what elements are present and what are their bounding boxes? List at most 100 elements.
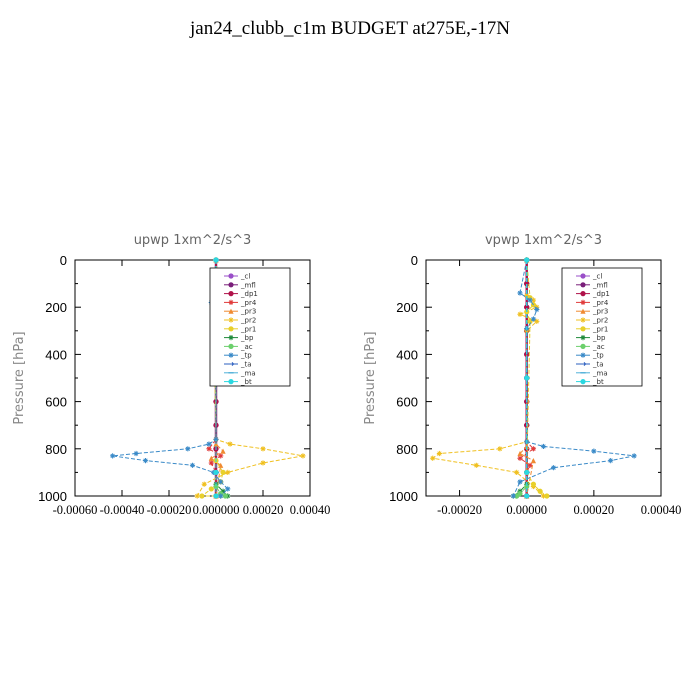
data-point-pr1: [530, 481, 537, 487]
data-point-pr4: [206, 446, 212, 452]
y-tick-label: 200: [45, 300, 67, 315]
data-point-pr2: [436, 450, 443, 457]
data-point-dp1: [524, 281, 530, 287]
data-point-dp1: [524, 304, 530, 310]
legend-label: _mfl: [240, 281, 256, 289]
legend-marker: [580, 299, 586, 305]
legend-label: _bt: [240, 378, 252, 386]
data-point-bt: [524, 469, 530, 475]
legend-marker: [228, 326, 234, 332]
x-tick-label: -0.00060: [53, 503, 98, 517]
panel-2: vpwp 1xm^2/s^3 Pressure [hPa] 0 200 400 600 80…: [363, 233, 681, 517]
data-point-tp: [527, 297, 533, 303]
y-tick-label: 600: [396, 395, 418, 410]
data-point-pr2: [227, 441, 233, 447]
legend-marker: [228, 352, 234, 358]
data-point-tp: [185, 446, 191, 452]
data-point-pr1: [220, 469, 226, 475]
legend-label: _bp: [240, 334, 254, 342]
data-point-tp: [142, 458, 149, 464]
data-point-pr1: [537, 488, 543, 494]
x-tick-label: 0.00020: [243, 503, 284, 517]
y-tick-label: 1000: [38, 489, 67, 504]
legend-label: _pr1: [240, 325, 256, 333]
legend-marker: [228, 343, 234, 349]
legend-marker: [580, 326, 586, 332]
data-point-ac: [514, 493, 520, 499]
data-point-bt: [524, 375, 530, 381]
legend-label: _cl: [240, 273, 250, 281]
data-point-bt: [524, 493, 530, 499]
legend-marker: [580, 308, 586, 314]
x-tick-label: -0.00020: [437, 503, 482, 517]
panel-1: upwp 1xm^2/s^3 Pressure [hPa] 0 200 400 600 80…: [12, 233, 330, 517]
data-point-pr3: [213, 441, 219, 447]
data-point-tp: [540, 443, 547, 450]
data-point-pr2: [540, 493, 547, 499]
legend-marker: [228, 362, 235, 366]
data-point-pr2: [300, 453, 306, 459]
data-point-pr4: [517, 455, 523, 461]
data-point-pr1: [527, 318, 533, 324]
data-point-tp: [206, 441, 212, 447]
data-point-tp: [530, 316, 537, 322]
legend-label: _bt: [592, 378, 604, 386]
data-point-pr2: [530, 297, 537, 303]
legend-marker: [580, 343, 586, 349]
y-tick-label: 800: [45, 442, 67, 457]
data-point-pr2: [497, 446, 503, 452]
legend-label: _pr3: [240, 308, 256, 316]
data-point-pr2: [260, 446, 266, 452]
legend-label: _ac: [240, 343, 253, 351]
data-point-pr2: [473, 462, 479, 468]
legend-marker: [580, 335, 586, 341]
data-point-tp: [218, 479, 224, 485]
panel-title: upwp 1xm^2/s^3: [134, 233, 252, 248]
y-axis-label: Pressure [hPa]: [363, 331, 378, 424]
legend-label: _dp1: [240, 290, 258, 298]
legend-label: _ac: [592, 343, 605, 351]
data-point-bt: [213, 257, 219, 263]
data-point-tp: [218, 493, 224, 499]
data-point-tp: [591, 448, 597, 454]
data-point-pr1: [544, 493, 550, 499]
legend-marker: [228, 273, 234, 279]
series-line-pr3: [519, 260, 534, 497]
legend-label: _pr2: [240, 317, 256, 325]
legend: _cl_mfl_dp1_pr4_pr3_pr2_pr1_bp_ac_tp_ta_…: [209, 267, 291, 387]
legend-marker: [228, 308, 234, 314]
data-point-pr1: [208, 486, 214, 492]
data-point-pr2: [524, 292, 530, 298]
legend-box: [561, 267, 643, 387]
legend-marker: [228, 379, 234, 385]
data-point-pr2: [260, 460, 266, 466]
y-tick-label: 200: [396, 300, 418, 315]
data-point-pr3: [517, 450, 523, 457]
legend-label: _mfl: [592, 281, 608, 289]
data-point-pr3: [530, 458, 537, 464]
data-point-bt: [524, 257, 530, 263]
series-line-ac: [516, 260, 528, 497]
legend-label: _bp: [592, 334, 606, 342]
legend-marker: [580, 379, 586, 385]
data-point-pr1: [199, 493, 205, 499]
legend-label: _tp: [592, 352, 604, 360]
y-tick-label: 600: [45, 395, 67, 410]
data-point-tp: [517, 479, 523, 485]
legend-label: _dp1: [592, 290, 610, 298]
y-tick-label: 0: [411, 253, 418, 268]
x-tick-label: 0.00020: [574, 503, 615, 517]
legend-label: _ta: [592, 361, 604, 369]
y-axis-label: Pressure [hPa]: [12, 331, 27, 424]
data-point-pr2: [194, 493, 200, 499]
data-point-pr2: [534, 318, 540, 324]
x-tick-label: 0.00040: [290, 503, 331, 517]
data-point-bp: [220, 488, 226, 494]
data-point-pr4: [218, 453, 224, 459]
data-point-tp: [517, 290, 523, 296]
y-tick-label: 400: [396, 347, 418, 362]
legend-marker: [580, 352, 586, 358]
x-tick-label: -0.00020: [147, 503, 192, 517]
panel-title: vpwp 1xm^2/s^3: [485, 233, 602, 248]
x-tick-label: 0.00000: [506, 503, 547, 517]
